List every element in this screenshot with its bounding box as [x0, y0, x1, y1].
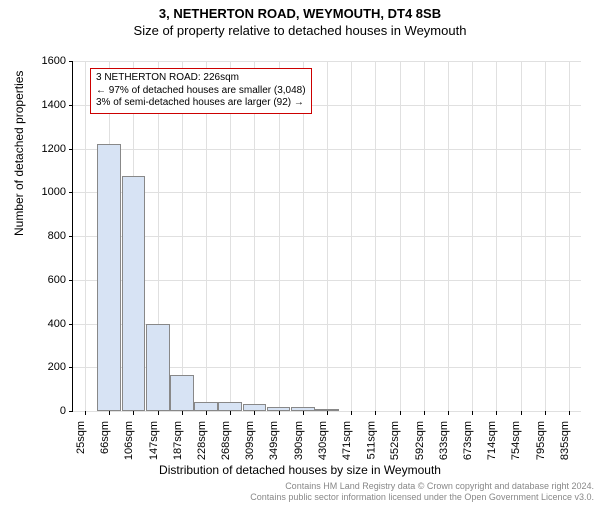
gridline-v	[206, 61, 207, 411]
xtick-mark	[303, 411, 304, 415]
xtick-mark	[327, 411, 328, 415]
xtick-mark	[400, 411, 401, 415]
xtick-mark	[472, 411, 473, 415]
gridline-v	[569, 61, 570, 411]
gridline-v	[303, 61, 304, 411]
chart-title-sub: Size of property relative to detached ho…	[0, 23, 600, 38]
ytick-mark	[69, 324, 73, 325]
histogram-bar	[267, 407, 291, 411]
ytick-label: 0	[26, 405, 66, 417]
histogram-bar	[315, 409, 339, 411]
xtick-mark	[496, 411, 497, 415]
xtick-mark	[133, 411, 134, 415]
histogram-bar	[218, 402, 242, 411]
xtick-mark	[448, 411, 449, 415]
xtick-mark	[109, 411, 110, 415]
histogram-bar	[97, 144, 121, 411]
ytick-label: 400	[26, 318, 66, 330]
ytick-label: 1600	[26, 55, 66, 67]
gridline-v	[472, 61, 473, 411]
gridline-v	[400, 61, 401, 411]
xtick-mark	[545, 411, 546, 415]
xtick-mark	[206, 411, 207, 415]
histogram-bar	[194, 402, 218, 411]
ytick-label: 600	[26, 274, 66, 286]
gridline-v	[375, 61, 376, 411]
annotation-line-1: 3 NETHERTON ROAD: 226sqm	[96, 72, 306, 85]
xtick-mark	[279, 411, 280, 415]
ytick-mark	[69, 411, 73, 412]
chart-title-main: 3, NETHERTON ROAD, WEYMOUTH, DT4 8SB	[0, 6, 600, 21]
xtick-mark	[182, 411, 183, 415]
gridline-v	[351, 61, 352, 411]
annotation-line-3: 3% of semi-detached houses are larger (9…	[96, 97, 306, 110]
xtick-mark	[230, 411, 231, 415]
ytick-mark	[69, 105, 73, 106]
xtick-mark	[375, 411, 376, 415]
xtick-mark	[569, 411, 570, 415]
gridline-v	[327, 61, 328, 411]
chart-plot-area	[72, 61, 580, 411]
xtick-mark	[85, 411, 86, 415]
footer-line-1: Contains HM Land Registry data © Crown c…	[250, 481, 594, 492]
gridline-v	[85, 61, 86, 411]
footer-line-2: Contains public sector information licen…	[250, 492, 594, 503]
gridline-v	[424, 61, 425, 411]
ytick-mark	[69, 149, 73, 150]
ytick-mark	[69, 280, 73, 281]
ytick-label: 200	[26, 361, 66, 373]
histogram-bar	[146, 324, 170, 412]
histogram-bar	[291, 407, 315, 411]
annotation-box: 3 NETHERTON ROAD: 226sqm ← 97% of detach…	[90, 68, 312, 114]
histogram-bar	[170, 375, 194, 411]
ytick-mark	[69, 192, 73, 193]
histogram-bar	[122, 176, 146, 411]
x-axis-label: Distribution of detached houses by size …	[0, 463, 600, 477]
ytick-mark	[69, 236, 73, 237]
xtick-mark	[521, 411, 522, 415]
ytick-label: 1400	[26, 99, 66, 111]
xtick-mark	[158, 411, 159, 415]
xtick-mark	[424, 411, 425, 415]
gridline-v	[496, 61, 497, 411]
histogram-bar	[243, 404, 267, 411]
gridline-v	[254, 61, 255, 411]
gridline-v	[182, 61, 183, 411]
ytick-label: 800	[26, 230, 66, 242]
xtick-mark	[254, 411, 255, 415]
gridline-v	[521, 61, 522, 411]
plot-region	[72, 61, 581, 412]
ytick-label: 1000	[26, 186, 66, 198]
gridline-v	[230, 61, 231, 411]
gridline-v	[545, 61, 546, 411]
gridline-v	[279, 61, 280, 411]
annotation-line-2: ← 97% of detached houses are smaller (3,…	[96, 85, 306, 98]
gridline-v	[448, 61, 449, 411]
ytick-mark	[69, 367, 73, 368]
ytick-mark	[69, 61, 73, 62]
y-axis-label: Number of detached properties	[12, 71, 26, 236]
ytick-label: 1200	[26, 143, 66, 155]
xtick-mark	[351, 411, 352, 415]
